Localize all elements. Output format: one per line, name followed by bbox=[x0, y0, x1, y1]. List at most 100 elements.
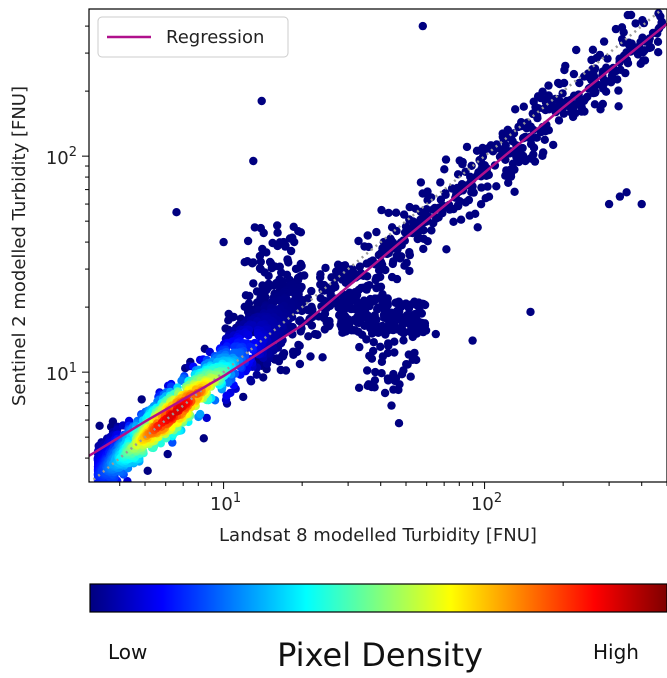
data-point-995 bbox=[252, 370, 261, 379]
data-point-445 bbox=[461, 198, 470, 207]
data-point-874 bbox=[257, 96, 266, 106]
data-point-478 bbox=[399, 210, 409, 219]
data-point-328 bbox=[376, 272, 385, 282]
data-point-853 bbox=[249, 258, 258, 267]
data-point-733 bbox=[369, 338, 378, 347]
data-point-864 bbox=[273, 228, 282, 237]
data-point-412 bbox=[617, 23, 627, 32]
data-point-743 bbox=[364, 380, 373, 389]
data-point-998 bbox=[94, 503, 102, 511]
data-point-317 bbox=[631, 19, 640, 28]
data-point-95 bbox=[307, 286, 316, 296]
data-point-532 bbox=[372, 227, 381, 237]
data-point-689 bbox=[379, 323, 389, 333]
data-point-362 bbox=[510, 187, 519, 196]
data-point-517 bbox=[458, 157, 467, 167]
data-point-799 bbox=[272, 278, 281, 288]
data-point-354 bbox=[318, 353, 327, 362]
data-point-155 bbox=[413, 234, 422, 244]
data-point-714 bbox=[414, 298, 423, 307]
data-point-647 bbox=[367, 329, 377, 338]
data-point-824 bbox=[259, 228, 268, 238]
data-point-710 bbox=[399, 313, 408, 322]
data-point-417 bbox=[656, 12, 665, 21]
data-point-399 bbox=[316, 294, 325, 303]
data-point-47 bbox=[599, 37, 609, 46]
data-point-443 bbox=[603, 54, 612, 63]
regression-line bbox=[89, 22, 667, 457]
data-point-1504 bbox=[224, 378, 233, 387]
data-point-741 bbox=[384, 341, 393, 351]
data-point-525 bbox=[638, 48, 648, 57]
data-point-886 bbox=[431, 329, 440, 339]
data-point-705 bbox=[367, 318, 376, 327]
data-point-771 bbox=[264, 279, 273, 288]
data-point-1172 bbox=[94, 486, 102, 494]
data-point-927 bbox=[295, 316, 305, 325]
data-point-755 bbox=[390, 376, 400, 386]
data-point-474 bbox=[440, 165, 449, 174]
data-point-439 bbox=[377, 205, 386, 215]
data-point-712 bbox=[379, 310, 389, 320]
data-point-14 bbox=[239, 392, 248, 402]
data-point-496 bbox=[419, 226, 428, 235]
data-point-487 bbox=[619, 38, 628, 47]
data-point-285 bbox=[386, 234, 395, 243]
data-point-410 bbox=[506, 134, 516, 143]
data-point-374 bbox=[416, 215, 425, 224]
data-point-1135 bbox=[202, 413, 211, 423]
x-tick-label: 102 bbox=[471, 491, 502, 515]
data-point-875 bbox=[418, 21, 427, 31]
data-point-763 bbox=[383, 374, 393, 383]
legend-regression-label: Regression bbox=[166, 27, 264, 48]
data-point-746 bbox=[412, 355, 421, 365]
data-point-855 bbox=[289, 222, 298, 231]
data-point-820 bbox=[273, 241, 282, 251]
data-point-447 bbox=[477, 159, 486, 168]
y-tick-label: 101 bbox=[46, 361, 77, 385]
data-point-839 bbox=[286, 246, 296, 256]
data-point-727 bbox=[371, 367, 380, 377]
data-point-550 bbox=[334, 266, 343, 276]
data-point-357 bbox=[422, 205, 431, 214]
data-point-426 bbox=[511, 105, 520, 114]
data-point-1187 bbox=[103, 484, 111, 492]
data-point-2 bbox=[199, 434, 208, 443]
data-point-348 bbox=[549, 140, 558, 150]
data-point-555 bbox=[359, 283, 368, 292]
data-point-522 bbox=[571, 108, 580, 118]
data-point-770 bbox=[243, 236, 253, 246]
colorbar-low-label: Low bbox=[108, 640, 148, 664]
data-point-418 bbox=[476, 200, 486, 209]
data-point-243 bbox=[614, 86, 623, 95]
data-point-812 bbox=[289, 350, 298, 359]
data-point-298 bbox=[427, 226, 436, 235]
data-point-530 bbox=[541, 123, 550, 133]
data-point-713 bbox=[347, 295, 356, 304]
data-point-135 bbox=[392, 226, 401, 236]
data-point-483 bbox=[473, 223, 482, 232]
data-point-477 bbox=[596, 105, 605, 114]
data-point-734 bbox=[376, 342, 385, 351]
data-point-505 bbox=[331, 299, 340, 308]
data-point-1184 bbox=[104, 484, 112, 492]
data-point-783 bbox=[264, 271, 273, 281]
data-point-533 bbox=[544, 105, 554, 114]
data-point-542 bbox=[381, 265, 390, 275]
data-point-698 bbox=[353, 318, 362, 327]
data-point-756 bbox=[404, 350, 413, 359]
data-point-501 bbox=[552, 102, 561, 112]
data-point-398 bbox=[645, 43, 654, 53]
data-point-686 bbox=[370, 296, 379, 305]
data-point-758 bbox=[389, 385, 398, 394]
data-point-883 bbox=[615, 192, 625, 201]
data-point-305 bbox=[638, 56, 648, 65]
data-point-531 bbox=[401, 222, 411, 231]
data-point-527 bbox=[387, 272, 397, 282]
data-point-1144 bbox=[100, 488, 108, 496]
data-point-252 bbox=[402, 258, 411, 267]
data-point-1117 bbox=[98, 491, 106, 499]
data-point-376 bbox=[554, 116, 564, 125]
data-point-1177 bbox=[244, 331, 253, 340]
